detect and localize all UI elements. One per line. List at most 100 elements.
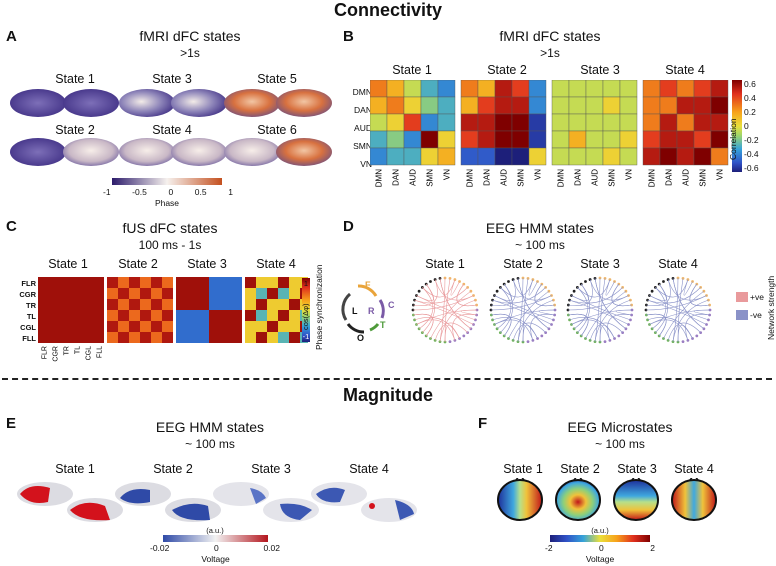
col-label: DMN	[466, 169, 475, 187]
matrix-cell	[107, 310, 118, 321]
panel-c-state-label: State 1	[48, 257, 88, 271]
brain-render-state-3	[119, 89, 227, 117]
col-label: AUD	[591, 169, 600, 186]
col-label: CGL	[86, 346, 93, 361]
matrix-cell	[198, 321, 209, 332]
eeg-brain-state-1	[17, 482, 123, 522]
matrix-cell	[49, 321, 60, 332]
matrix-cell	[267, 321, 278, 332]
panel-f-colorbar-label: Voltage	[585, 554, 615, 564]
matrix-cell	[209, 288, 220, 299]
matrix-cell	[659, 80, 678, 98]
panel-c-row-labels: FLR CGR TR TL CGL FLL	[12, 278, 36, 344]
matrix-cell	[107, 332, 118, 343]
matrix-cell	[267, 299, 278, 310]
brain-render-state-5	[224, 89, 332, 117]
col-label: FLR	[42, 346, 49, 359]
matrix-cell	[710, 147, 729, 166]
col-label: TR	[64, 346, 71, 355]
matrix-cell	[82, 321, 93, 332]
panel-f-subtitle: ~ 100 ms	[595, 437, 645, 451]
matrix-cell	[176, 277, 187, 288]
matrix-cell	[38, 277, 49, 288]
matrix-cell	[118, 321, 129, 332]
matrix-cell	[140, 310, 151, 321]
matrix-cell	[585, 130, 604, 149]
matrix-cell	[38, 310, 49, 321]
col-label: VN	[716, 169, 725, 180]
row-label: FLL	[22, 334, 36, 343]
matrix-cell	[187, 288, 198, 299]
matrix-cell	[693, 96, 712, 115]
matrix-cell	[209, 310, 220, 321]
matrix-cell	[107, 299, 118, 310]
matrix-cell	[386, 113, 405, 132]
matrix-cell	[140, 288, 151, 299]
matrix-cell	[676, 80, 695, 98]
matrix-cell	[460, 130, 479, 149]
matrix-cell	[187, 310, 198, 321]
col-label: VN	[534, 169, 543, 180]
row-label: DAN	[354, 105, 372, 115]
cb-tick: 0	[744, 121, 749, 131]
col-label: SMN	[517, 169, 526, 187]
panel-e-letter: E	[6, 415, 17, 432]
panel-e-colorbar-ticks: -0.02 0 0.02	[150, 543, 280, 553]
matrix-cell	[140, 321, 151, 332]
panel-f-colorbar-ticks: -2 0 2	[545, 543, 655, 553]
panel-a-subtitle: >1s	[180, 46, 200, 60]
matrix-cell	[209, 299, 220, 310]
matrix-cell	[82, 310, 93, 321]
matrix-cell	[460, 147, 479, 166]
matrix-cell	[602, 80, 621, 98]
brain-render-state-1	[10, 89, 119, 117]
panel-a-state-label: State 3	[152, 72, 192, 86]
panel-f-letter: F	[478, 415, 488, 432]
matrix-cell	[511, 147, 530, 166]
matrix-cell	[403, 80, 422, 98]
matrix-cell	[245, 332, 256, 343]
matrix-cell	[267, 310, 278, 321]
matrix-cell	[278, 288, 289, 299]
panel-d-state-label: State 4	[658, 257, 698, 271]
matrix-cell	[231, 332, 242, 343]
matrix-cell	[289, 277, 300, 288]
matrix-cell	[93, 288, 104, 299]
matrix-cell	[129, 288, 140, 299]
matrix-cell	[107, 288, 118, 299]
panel-b-state-label: State 2	[487, 63, 527, 77]
col-label: AUD	[409, 169, 418, 186]
panel-a-colorbar-ticks: -1 -0.5 0 0.5 1	[103, 187, 233, 197]
cb-tick: -0.4	[744, 149, 759, 159]
matrix-cell	[528, 96, 547, 115]
matrix-cell	[118, 332, 129, 343]
matrix-cell	[267, 332, 278, 343]
matrix-cell	[220, 299, 231, 310]
matrix-cell	[107, 277, 118, 288]
matrix-cell	[494, 130, 513, 149]
matrix-cell	[220, 288, 231, 299]
matrix-cell	[60, 288, 71, 299]
matrix-cell	[420, 80, 439, 98]
matrix-cell	[619, 80, 638, 98]
matrix-cell	[494, 80, 513, 98]
matrix-cell	[370, 80, 388, 98]
matrix-cell	[187, 332, 198, 343]
col-label: SMN	[608, 169, 617, 187]
panel-d-state-label: State 2	[503, 257, 543, 271]
matrix-cell	[93, 277, 104, 288]
matrix-cell	[278, 277, 289, 288]
legend-label-positive: +ve	[750, 292, 764, 302]
matrix-cell	[38, 321, 49, 332]
panel-a-state-label: State 1	[55, 72, 95, 86]
matrix-cell	[245, 299, 256, 310]
cb-tick: -0.6	[744, 163, 759, 173]
phase-colorbar	[112, 178, 222, 185]
matrix-cell	[642, 113, 661, 132]
matrix-cell	[162, 321, 173, 332]
col-label: CGR	[53, 346, 60, 362]
matrix-cell	[187, 299, 198, 310]
matrix-cell	[602, 96, 621, 115]
matrix-cell	[231, 277, 242, 288]
panel-f-state-label: State 1	[503, 462, 543, 476]
